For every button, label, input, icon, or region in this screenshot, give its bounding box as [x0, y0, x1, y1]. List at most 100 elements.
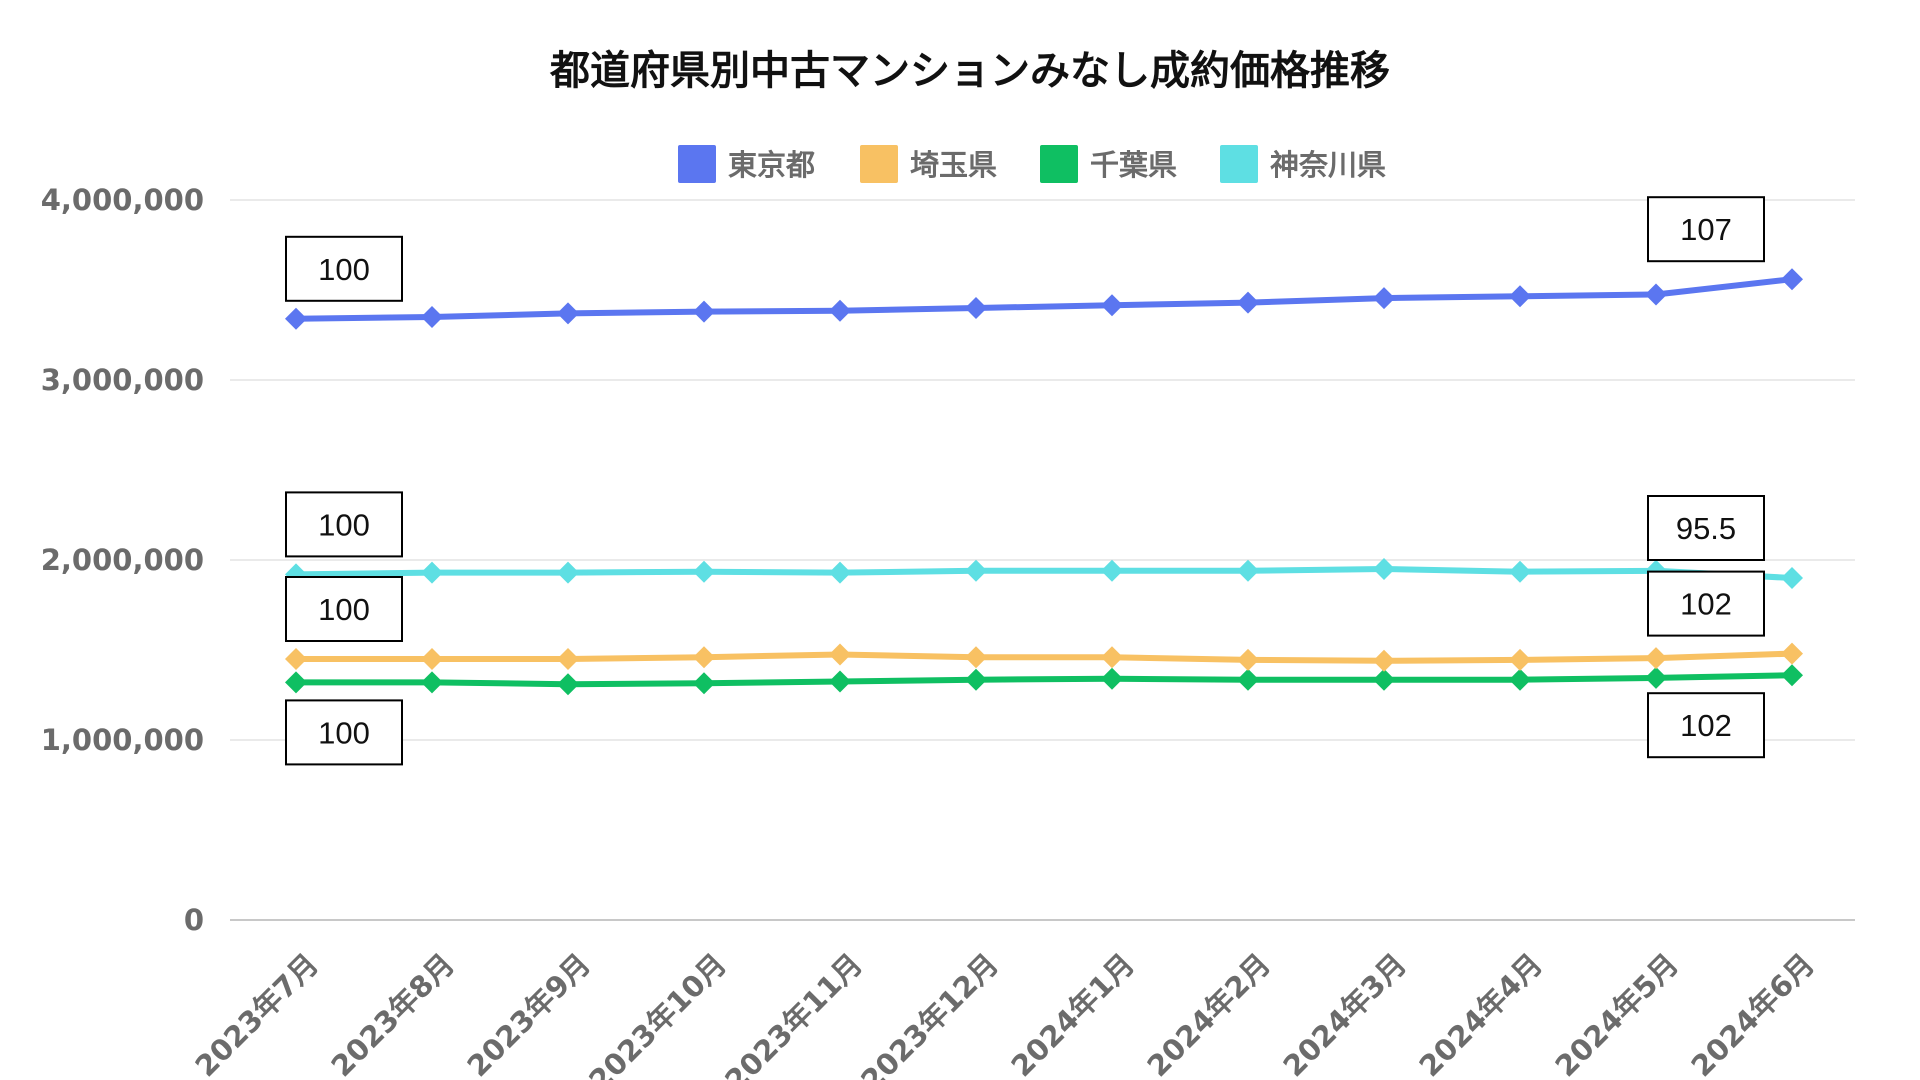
annotation-frame: [285, 699, 403, 766]
x-tick-label: 2023年12月: [854, 947, 1005, 1080]
annotation-label: 100: [318, 715, 370, 750]
data-point: [1237, 668, 1259, 691]
annotation-frame: [1647, 495, 1765, 561]
data-point: [1781, 642, 1803, 665]
x-tick-label: 2024年5月: [1549, 947, 1685, 1080]
annotation-label: 102: [1680, 587, 1732, 622]
x-tick-label: 2024年6月: [1685, 947, 1821, 1080]
chart-title: 都道府県別中古マンションみなし成約価格推移: [549, 48, 1390, 94]
annotation-layer: 100 107 100 95.5 100 102 100 102: [285, 196, 1765, 766]
data-point: [1509, 560, 1531, 583]
annotation-label: 102: [1680, 708, 1732, 743]
data-point: [421, 306, 443, 328]
annotation-frame: [285, 235, 403, 302]
data-point: [1101, 646, 1123, 669]
series-line: [293, 566, 1795, 581]
data-point: [1509, 285, 1531, 308]
data-point: [557, 561, 579, 584]
data-point: [965, 559, 987, 582]
annotation-box: 100: [285, 699, 403, 766]
legend-swatch: [860, 145, 898, 183]
x-tick-label: 2024年3月: [1277, 947, 1413, 1080]
data-point: [557, 673, 579, 696]
data-point: [1237, 291, 1259, 314]
series-line: [293, 650, 1795, 664]
y-tick-label: 0: [184, 903, 204, 937]
x-tick-label: 2024年4月: [1413, 947, 1549, 1080]
data-point: [829, 643, 851, 666]
series-line: [293, 276, 1795, 322]
data-point: [693, 672, 715, 695]
annotation-frame: [285, 491, 403, 558]
data-point: [1373, 668, 1395, 691]
data-point: [1781, 567, 1803, 589]
data-point: [829, 670, 851, 693]
legend-swatch: [678, 145, 716, 183]
legend-label: 千葉県: [1090, 148, 1177, 182]
data-point: [1237, 648, 1259, 671]
data-point: [421, 561, 443, 584]
x-tick-label: 2024年2月: [1141, 947, 1277, 1080]
y-tick-label: 1,000,000: [41, 723, 204, 757]
annotation-label: 95.5: [1676, 511, 1736, 546]
x-tick-label: 2023年11月: [718, 947, 869, 1080]
grid: [230, 199, 1855, 921]
series-1: [285, 268, 1803, 330]
y-tick-label: 4,000,000: [41, 183, 204, 217]
data-point: [1373, 558, 1395, 580]
legend-label: 神奈川県: [1270, 148, 1386, 182]
annotation-box: 102: [1647, 692, 1765, 759]
data-point: [1101, 667, 1123, 690]
legend-label: 埼玉県: [910, 148, 997, 182]
data-point: [693, 646, 715, 669]
annotation-frame: [1647, 692, 1765, 759]
legend-swatch: [1040, 145, 1078, 183]
x-tick-label: 2024年1月: [1005, 947, 1141, 1080]
x-tick-label: 2023年9月: [461, 947, 597, 1080]
data-point: [1101, 559, 1123, 582]
series-2: [285, 642, 1803, 672]
data-point: [693, 300, 715, 323]
annotation-box: 102: [1647, 570, 1765, 637]
legend-label: 東京都: [728, 148, 815, 182]
annotation-box: 107: [1647, 196, 1765, 263]
data-point: [285, 671, 307, 694]
annotation-box: 100: [285, 491, 403, 558]
data-point: [285, 648, 307, 670]
data-point: [557, 648, 579, 670]
data-point: [421, 671, 443, 694]
x-tick-label: 2023年10月: [582, 947, 733, 1080]
data-point: [965, 297, 987, 319]
x-axis: 2023年7月 2023年8月 2023年9月2023年10月2023年11月202…: [189, 947, 1821, 1080]
data-point: [1781, 664, 1803, 687]
data-point: [1101, 294, 1123, 317]
data-point: [1645, 647, 1667, 670]
series-line: [293, 672, 1795, 688]
series-3: [285, 664, 1803, 696]
data-point: [829, 561, 851, 584]
y-tick-label: 2,000,000: [41, 543, 204, 577]
annotation-box: 100: [285, 235, 403, 302]
data-point: [829, 299, 851, 322]
legend-swatch: [1220, 145, 1258, 183]
series-4: [285, 558, 1803, 589]
y-tick-label: 3,000,000: [41, 363, 204, 397]
data-point: [965, 646, 987, 669]
data-point: [1373, 649, 1395, 672]
annotation-label: 107: [1680, 212, 1732, 247]
data-point: [1645, 283, 1667, 306]
annotation-frame: [285, 576, 403, 642]
x-tick-label: 2023年7月: [189, 947, 325, 1080]
annotation-box: 100: [285, 576, 403, 642]
annotation-box: 95.5: [1647, 495, 1765, 561]
legend: 東京都 埼玉県 千葉県 神奈川県: [678, 145, 1386, 183]
annotation-frame: [1647, 570, 1765, 637]
data-point: [1373, 287, 1395, 310]
data-point: [1509, 668, 1531, 691]
data-point: [421, 648, 443, 670]
data-point: [1645, 666, 1667, 689]
series-layer: [285, 268, 1803, 696]
annotation-label: 100: [318, 507, 370, 542]
annotation-frame: [1647, 196, 1765, 263]
